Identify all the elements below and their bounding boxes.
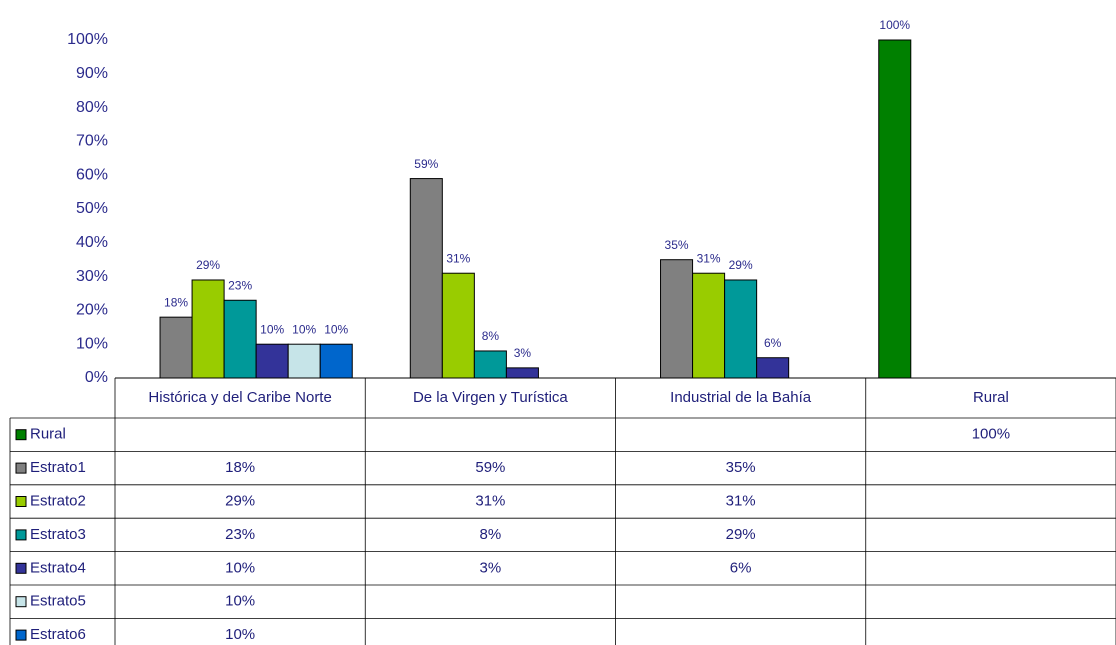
table-cell: 6% (730, 559, 752, 576)
table-cell: 3% (480, 559, 502, 576)
legend-label: Estrato6 (30, 626, 86, 643)
legend-swatch (15, 462, 27, 474)
legend-swatch (15, 596, 27, 608)
y-tick-label: 80% (76, 99, 108, 116)
bar (159, 316, 193, 379)
value-label: 18% (164, 295, 188, 309)
table-cell: 31% (726, 492, 756, 509)
bar (223, 299, 257, 379)
table-cell: 35% (726, 459, 756, 476)
bar (319, 343, 353, 379)
legend-label: Rural (30, 426, 66, 443)
value-label: 29% (196, 258, 220, 272)
value-label: 10% (292, 322, 316, 336)
legend-label: Estrato4 (30, 559, 86, 576)
y-tick-label: 70% (76, 133, 108, 150)
bar (287, 343, 321, 379)
bar (473, 350, 507, 379)
table-cell: 10% (225, 626, 255, 643)
legend-swatch (15, 629, 27, 641)
value-label: 10% (324, 322, 348, 336)
value-label: 29% (729, 258, 753, 272)
legend-swatch (15, 562, 27, 574)
bar (878, 39, 912, 379)
legend-swatch (15, 496, 27, 507)
value-label: 23% (228, 278, 252, 292)
table-cell: 10% (225, 593, 255, 610)
bar (409, 178, 443, 379)
table-cell: 29% (726, 526, 756, 543)
table-cell: 31% (475, 492, 505, 509)
bar (505, 367, 539, 379)
y-tick-label: 90% (76, 65, 108, 82)
legend-swatch (15, 429, 27, 441)
bar (660, 259, 694, 379)
x-tick-label: Histórica y del Caribe Norte (148, 389, 331, 406)
table-cell: 23% (225, 526, 255, 543)
value-label: 3% (514, 346, 532, 360)
x-tick-label: Rural (973, 389, 1009, 406)
legend-label: Estrato2 (30, 492, 86, 509)
bar (441, 272, 475, 379)
legend-label: Estrato3 (30, 526, 86, 543)
table-cell: 29% (225, 492, 255, 509)
value-label: 8% (482, 329, 500, 343)
legend-swatch (15, 529, 27, 541)
y-tick-label: 40% (76, 234, 108, 251)
value-label: 10% (260, 322, 284, 336)
y-tick-label: 0% (85, 369, 108, 386)
x-tick-label: De la Virgen y Turística (413, 389, 568, 406)
value-label: 31% (697, 251, 721, 265)
y-tick-label: 100% (67, 31, 108, 48)
table-cell: 8% (480, 526, 502, 543)
x-tick-label: Industrial de la Bahía (670, 389, 812, 406)
legend-label: Estrato5 (30, 593, 86, 610)
table-cell: 100% (972, 426, 1010, 443)
value-label: 100% (879, 18, 910, 32)
bar (756, 357, 790, 379)
value-label: 6% (764, 336, 782, 350)
legend-label: Estrato1 (30, 459, 86, 476)
value-label: 59% (414, 157, 438, 171)
y-tick-label: 60% (76, 166, 108, 183)
bar (255, 343, 289, 379)
y-tick-label: 30% (76, 268, 108, 285)
value-label: 31% (446, 251, 470, 265)
bar (692, 272, 726, 379)
bar (191, 279, 225, 379)
table-cell: 18% (225, 459, 255, 476)
y-tick-label: 20% (76, 302, 108, 319)
bar (724, 279, 758, 379)
y-tick-label: 50% (76, 200, 108, 217)
y-tick-label: 10% (76, 335, 108, 352)
table-cell: 59% (475, 459, 505, 476)
value-label: 35% (665, 238, 689, 252)
table-cell: 10% (225, 559, 255, 576)
